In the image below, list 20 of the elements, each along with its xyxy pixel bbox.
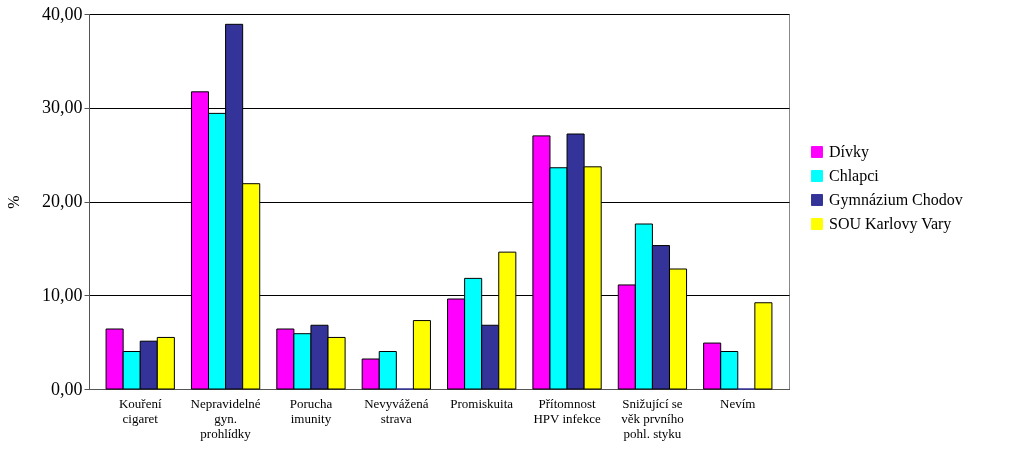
x-tick-label: Kouření cigaret bbox=[118, 395, 162, 426]
x-tick-label: Nepravidelné gyn. prohlídky bbox=[190, 395, 261, 441]
y-axis-title: % bbox=[5, 195, 22, 209]
x-tick-label: Porucha imunity bbox=[289, 395, 333, 426]
x-tick-label: Snižující se věk prvního pohl. styku bbox=[621, 395, 684, 441]
y-tick-label: 20,00 bbox=[42, 191, 83, 211]
y-tick-label: 10,00 bbox=[42, 284, 83, 305]
legend-label: Chlapci bbox=[829, 167, 880, 185]
x-tick-label: Přítomnost HPV infekce bbox=[533, 395, 601, 426]
bar bbox=[754, 302, 773, 390]
x-tick-label: Nevím bbox=[720, 395, 756, 411]
x-tick-label: Promiskuita bbox=[450, 395, 514, 411]
y-tick-label: 30,00 bbox=[42, 97, 83, 118]
bar bbox=[412, 320, 431, 390]
legend-label: Dívky bbox=[829, 143, 869, 161]
y-tick-label: 40,00 bbox=[42, 3, 83, 24]
legend-label: SOU Karlovy Vary bbox=[829, 215, 952, 233]
y-tick-label: 0,00 bbox=[51, 378, 83, 399]
legend-label: Gymnázium Chodov bbox=[829, 191, 963, 209]
x-tick-label: Nevyvážená strava bbox=[364, 395, 429, 426]
